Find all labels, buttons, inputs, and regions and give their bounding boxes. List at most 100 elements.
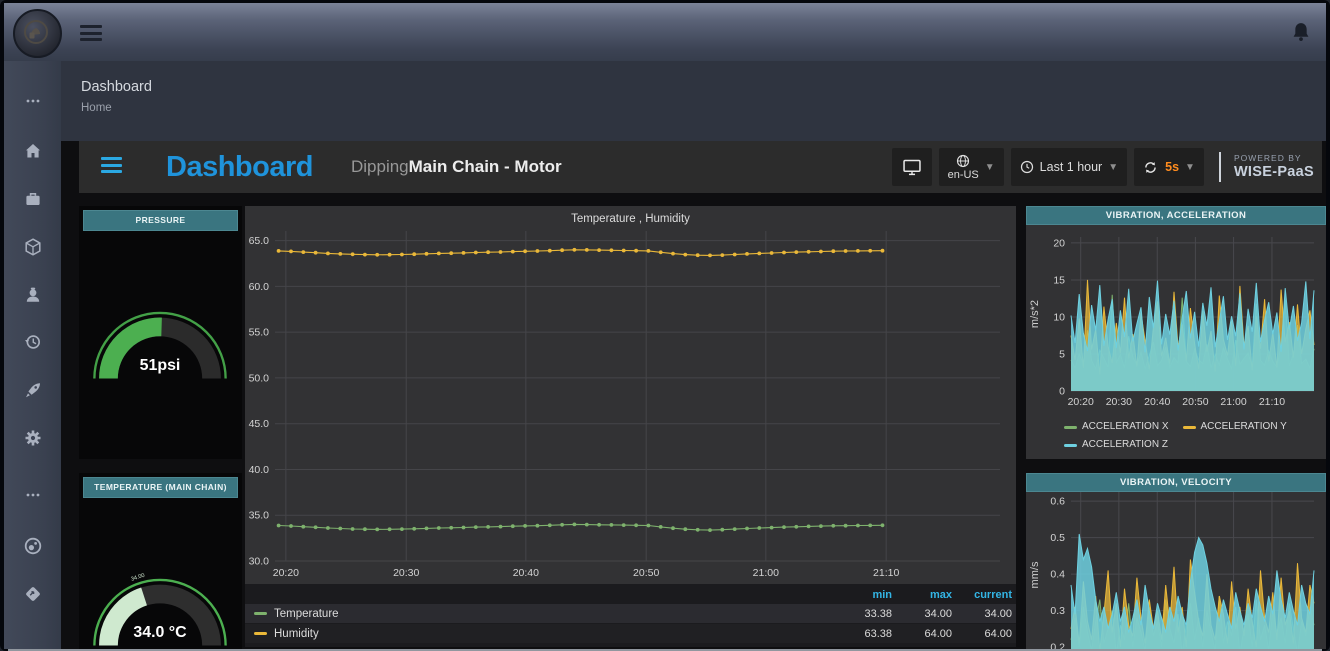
svg-text:10: 10 [1053, 311, 1065, 323]
series-swatch [1064, 443, 1077, 447]
temperature-panel-title[interactable]: TEMPERATURE (MAIN CHAIN) [83, 477, 238, 498]
time-range-picker[interactable]: Last 1 hour ▼ [1010, 148, 1128, 186]
svg-text:0.6: 0.6 [1050, 496, 1065, 508]
pressure-gauge: 51psi [93, 311, 227, 379]
svg-text:30.0: 30.0 [249, 556, 270, 568]
chevron-down-icon: ▼ [984, 161, 995, 173]
svg-text:20:30: 20:30 [393, 567, 419, 579]
svg-text:20:40: 20:40 [513, 567, 539, 579]
velocity-panel-title[interactable]: VIBRATION, VELOCITY [1026, 473, 1326, 492]
svg-text:20:50: 20:50 [633, 567, 659, 579]
svg-text:15: 15 [1053, 274, 1065, 286]
svg-text:21:00: 21:00 [753, 567, 779, 579]
history-icon[interactable] [23, 332, 43, 352]
powered-by: POWERED BY WISE-PaaS [1233, 153, 1314, 180]
acceleration-panel: VIBRATION, ACCELERATION 20 15 10 5 0 20:20 20:… [1026, 206, 1326, 459]
svg-text:50.0: 50.0 [249, 372, 270, 384]
series-swatch [254, 612, 267, 615]
refresh-icon [1145, 161, 1156, 173]
velocity-chart[interactable]: 0.6 0.5 0.4 0.3 0.2 mm/s [1026, 490, 1326, 649]
series-max: 34.00 [924, 607, 952, 620]
header-controls: en-US ▼ Last 1 hour ▼ 5s ▼ POWERED BY [885, 148, 1314, 186]
svg-text:5: 5 [1059, 348, 1065, 360]
operator-icon[interactable] [23, 285, 43, 305]
notifications-bell-icon[interactable] [1290, 21, 1312, 45]
svg-text:40.0: 40.0 [249, 464, 270, 476]
temp-humidity-panel-title[interactable]: Temperature , Humidity [571, 213, 690, 225]
dashboard-title-main: Main Chain - Motor [408, 157, 562, 176]
svg-text:0: 0 [1059, 386, 1065, 398]
series-current: 64.00 [984, 627, 1012, 640]
language-selector[interactable]: en-US ▼ [938, 148, 1004, 186]
temp-humidity-panel: Temperature , Humidity 65.0 60.0 55.0 50.0 4… [245, 206, 1016, 647]
briefcase-icon[interactable] [23, 189, 43, 209]
svg-text:20: 20 [1053, 237, 1065, 249]
legend-item[interactable]: ACCELERATION Z [1064, 436, 1168, 454]
brand-logo[interactable] [13, 9, 62, 58]
breadcrumb-home-link[interactable]: Home [81, 102, 112, 114]
svg-text:20:50: 20:50 [1182, 396, 1208, 408]
partner-circle-icon[interactable] [23, 536, 43, 556]
language-value: en-US [947, 168, 979, 181]
globe-icon [957, 154, 970, 167]
svg-text:mm/s: mm/s [1029, 561, 1041, 588]
rocket-icon[interactable] [23, 380, 43, 400]
clock-icon [1020, 160, 1033, 174]
home-icon[interactable] [23, 141, 43, 161]
legend-item[interactable]: ACCELERATION X [1064, 418, 1169, 436]
refresh-control[interactable]: 5s ▼ [1134, 148, 1204, 186]
settings-gear-icon[interactable] [23, 428, 43, 448]
monitor-icon [902, 159, 921, 176]
series-swatch [1182, 425, 1196, 429]
powered-by-brand: WISE-PaaS [1233, 163, 1314, 180]
svg-text:21:00: 21:00 [1220, 396, 1246, 408]
pressure-panel-title[interactable]: PRESSURE [83, 210, 238, 231]
svg-text:20:20: 20:20 [1068, 396, 1094, 408]
legend-col-header: min [872, 588, 892, 601]
svg-text:20:30: 20:30 [1106, 396, 1132, 408]
breadcrumb-title[interactable]: Dashboard [81, 79, 152, 95]
deploy-diamond-icon[interactable] [23, 584, 43, 604]
temperature-gauge: 34.0 °C 34.00 [93, 573, 227, 646]
divider [1218, 152, 1221, 182]
temperature-panel: TEMPERATURE (MAIN CHAIN) 34.0 °C 34.00 [79, 473, 242, 649]
svg-text:34.00: 34.00 [130, 573, 145, 583]
legend-row: Humidity 63.38 64.00 64.00 [245, 624, 1016, 643]
series-name[interactable]: Humidity [274, 627, 319, 640]
temp-humidity-chart[interactable]: 65.0 60.0 55.0 50.0 45.0 40.0 35.0 30.020:20 20:… [245, 230, 1016, 586]
dashboard-title: DippingMain Chain - Motor [351, 157, 562, 177]
svg-text:55.0: 55.0 [249, 327, 270, 339]
dashboard-menu-icon[interactable] [101, 157, 122, 177]
series-max: 64.00 [924, 627, 952, 640]
dashboard-logo[interactable]: Dashboard [166, 150, 313, 183]
svg-text:0.3: 0.3 [1050, 605, 1065, 617]
series-min: 63.38 [864, 627, 892, 640]
dashboard-header: Dashboard DippingMain Chain - Motor en-U… [79, 141, 1322, 193]
series-name[interactable]: Temperature [274, 607, 339, 620]
more-ellipsis-icon[interactable] [23, 485, 43, 505]
legend-item[interactable]: ACCELERATION Y [1182, 418, 1287, 436]
fullscreen-monitor-button[interactable] [891, 148, 932, 186]
sidebar [4, 61, 61, 649]
acceleration-panel-title[interactable]: VIBRATION, ACCELERATION [1026, 206, 1326, 225]
svg-text:65.0: 65.0 [249, 235, 270, 247]
dashboard-app: Dashboard DippingMain Chain - Motor en-U… [61, 141, 1326, 649]
svg-text:0.5: 0.5 [1050, 532, 1065, 544]
svg-text:60.0: 60.0 [249, 281, 270, 293]
chevron-down-icon: ▼ [1185, 161, 1195, 173]
main-menu-icon[interactable] [80, 25, 102, 45]
acceleration-chart[interactable]: 20 15 10 5 020:20 20:30 20:40 20:50 21:00 21:10 m/… [1026, 223, 1326, 413]
pressure-panel: PRESSURE 51psi [79, 206, 242, 459]
series-min: 33.38 [864, 607, 892, 620]
dashboard-title-prefix: Dipping [350, 157, 409, 176]
legend-col-header: max [929, 588, 952, 601]
globe-logo-icon [24, 20, 48, 44]
menu-ellipsis-icon[interactable] [23, 91, 43, 111]
breadcrumb: Dashboard Home [61, 61, 1326, 141]
package-icon[interactable] [23, 237, 43, 257]
svg-text:20:20: 20:20 [273, 567, 299, 579]
svg-text:21:10: 21:10 [873, 567, 899, 579]
main-legend-table: min max current Temperature 33.38 34.00 34.00 H… [245, 584, 1016, 647]
velocity-panel: VIBRATION, VELOCITY 0.6 0.5 0.4 0.3 0.2 mm/s [1026, 473, 1326, 649]
